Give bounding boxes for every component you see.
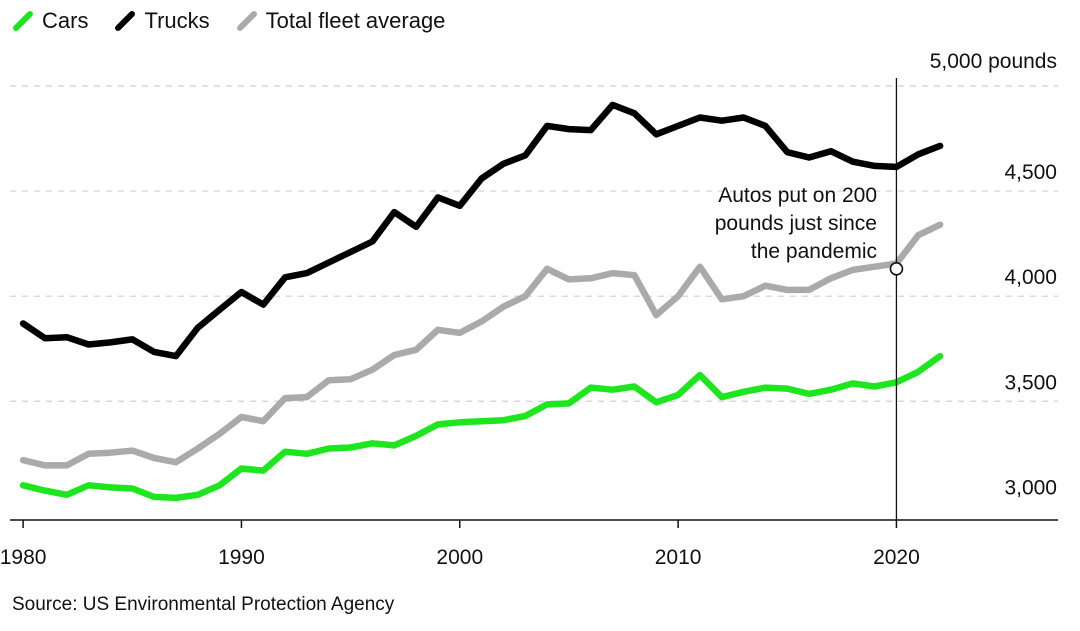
series-line-total-fleet-average (19, 221, 944, 469)
legend-label-trucks: Trucks (144, 8, 210, 33)
annotation-marker (889, 262, 904, 276)
source-note: Source: US Environmental Protection Agen… (12, 594, 395, 615)
x-tick-label: 1990 (218, 546, 265, 569)
series-lines (19, 101, 944, 502)
legend-label-cars: Cars (42, 8, 89, 33)
legend-item-total: Total fleet average (236, 8, 446, 34)
legend-swatch-trucks (114, 10, 136, 32)
y-tick-label: 3,500 (1004, 371, 1057, 394)
legend-item-trucks: Trucks (114, 8, 210, 34)
annotation-text-line: Autos put on 200 (718, 184, 877, 207)
y-tick-label: 5,000 pounds (930, 50, 1057, 73)
legend-label-total: Total fleet average (265, 8, 446, 33)
legend-item-cars: Cars (12, 8, 88, 34)
x-tick-label: 2000 (436, 546, 483, 569)
legend-swatch-total (236, 10, 258, 32)
x-tick-label: 2010 (655, 546, 702, 569)
y-tick-label: 4,500 (1004, 161, 1057, 184)
series-line-trucks (19, 101, 944, 360)
y-tick-label: 4,000 (1004, 266, 1057, 289)
x-tick-label: 2020 (873, 546, 920, 569)
annotation-text-line: pounds just since (715, 212, 877, 235)
x-tick-label: 1980 (0, 546, 46, 569)
series-line-cars (19, 352, 944, 502)
annotation-text-line: the pandemic (751, 240, 877, 263)
annotation: Autos put on 200 pounds just since the pan… (715, 78, 904, 520)
axes: 3,000 3,500 4,000 4,500 5,000 pounds 1980 1990… (0, 50, 1058, 569)
legend-swatch-cars (12, 10, 34, 32)
legend: Cars Trucks Total fleet average (12, 6, 445, 36)
y-tick-label: 3,000 (1004, 476, 1057, 499)
